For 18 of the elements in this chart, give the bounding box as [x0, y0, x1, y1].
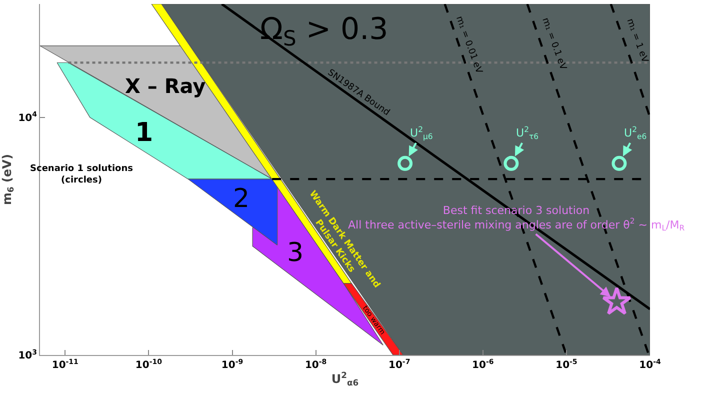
- y-tick-label: 10$^{4}$: [18, 110, 38, 124]
- x-tick-label: 10$^{-4}$: [639, 358, 661, 371]
- x-tick-label: 10$^{-8}$: [304, 358, 327, 371]
- x-tick-label: 10$^{-10}$: [135, 358, 162, 371]
- y-tick-label: 10$^{3}$: [18, 348, 38, 362]
- annotation: X – Ray: [125, 74, 206, 98]
- x-tick-label: 10$^{-6}$: [472, 358, 494, 371]
- x-tick-label: 10$^{-11}$: [52, 358, 79, 371]
- x-tick-label: 10$^{-9}$: [221, 358, 244, 371]
- annotation: m₁ = 0.01 eV: [454, 14, 484, 76]
- annotation: Scenario 1 solutions (circles): [30, 164, 134, 186]
- annotation: m₁ = 0.1 eV: [540, 16, 568, 72]
- annotation: m₁ = 1 eV: [624, 17, 650, 65]
- annotation: 3: [287, 238, 304, 268]
- x-tick-label: 10$^{-5}$: [556, 358, 578, 371]
- x-tick-label: 10$^{-7}$: [388, 358, 410, 371]
- annotation: 1: [135, 118, 154, 148]
- annotation: 2: [233, 184, 250, 214]
